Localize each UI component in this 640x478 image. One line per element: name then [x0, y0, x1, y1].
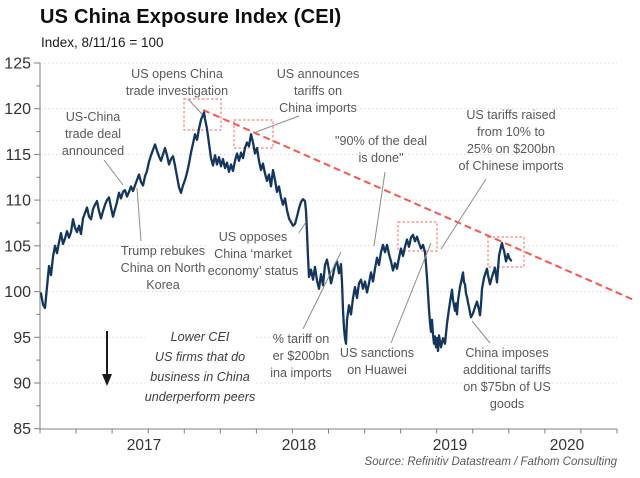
down-arrow-head — [102, 374, 112, 386]
annotation-market-economy-line: US opposes — [218, 230, 288, 244]
annotation-tariff-200bn: % tariff on er $200bn ina imports — [270, 331, 332, 382]
annotation-tariffs-raised-line: US tariffs raised — [466, 108, 556, 122]
annotation-tariffs-raised-line: of Chinese imports — [458, 159, 564, 173]
annotation-lower-cei-note-line: underperform peers — [144, 390, 256, 404]
annotation-huawei-sanctions-line: on Huawei — [347, 363, 407, 377]
annotation-pointer-line — [187, 98, 203, 115]
annotation-lower-cei-note-line: US firms that do — [154, 350, 246, 364]
annotation-trump-rebukes-line: Korea — [146, 278, 180, 292]
y-tick-label: 120 — [4, 101, 31, 118]
chart-subtitle: Index, 8/11/16 = 100 — [41, 35, 164, 50]
annotation-trade-deal-announced-line: trade deal — [64, 127, 121, 141]
annotation-tariffs-raised-line: 25% on $200bn — [466, 142, 556, 156]
y-tick-label: 125 — [4, 56, 31, 73]
annotation-pointer-line — [471, 320, 491, 344]
annotation-lower-cei-note-line: Lower CEI — [170, 330, 230, 344]
annotation-tariffs-announced-line: China imports — [279, 101, 357, 115]
annotation-trade-deal-announced-line: announced — [61, 144, 125, 158]
annotation-market-economy-line: economy’ status — [207, 264, 299, 278]
annotation-trump-rebukes-line: Trump rebukes — [120, 244, 206, 258]
annotation-tariffs-announced: US announces tariffs on China imports — [277, 66, 360, 117]
source-credit: Source: Refinitiv Datastream / Fathom Co… — [364, 456, 617, 468]
annotation-china-75bn-line: on $75bn of US — [463, 380, 551, 394]
annotation-trade-deal-announced-line: US-China — [65, 110, 121, 124]
annotation-trade-investigation-line: trade investigation — [125, 84, 229, 98]
x-tick-label-2018: 2018 — [282, 437, 316, 454]
highlight-box — [183, 98, 222, 131]
annotation-trump-rebukes-line: China on North — [120, 261, 206, 275]
annotation-lower-cei-note: Lower CEI US firms that do business in Chi… — [144, 327, 256, 407]
cei-series-line — [39, 111, 513, 353]
annotation-trade-deal-announced: US-China trade deal announced — [62, 109, 124, 160]
annotation-tariff-200bn-line: % tariff on — [272, 332, 330, 346]
annotation-tariff-200bn-line: er $200bn — [272, 349, 330, 363]
annotation-market-economy-line: China ‘market — [214, 247, 292, 261]
annotation-china-75bn-line: goods — [489, 397, 525, 411]
annotation-trade-investigation-line: US opens China — [131, 67, 223, 81]
annotation-tariffs-announced-line: US announces — [276, 67, 360, 81]
y-tick-label: 85 — [13, 421, 31, 438]
annotation-lower-cei-note-line: business in China — [150, 370, 250, 384]
highlight-box — [487, 236, 525, 268]
annotation-market-economy: US opposes China ‘market economy’ status — [207, 229, 299, 280]
annotation-trade-investigation: US opens China trade investigation — [126, 66, 228, 100]
annotation-90-percent-deal-line: "90% of the deal — [335, 134, 427, 148]
annotation-huawei-sanctions-line: US sanctions — [339, 346, 415, 360]
y-tick-label: 105 — [4, 238, 31, 255]
annotation-tariffs-announced-line: tariffs on — [293, 84, 343, 98]
y-tick-label: 90 — [13, 376, 31, 393]
x-tick-label-2017: 2017 — [127, 437, 161, 454]
annotation-tariffs-raised: US tariffs raised from 10% to 25% on $200b… — [459, 107, 564, 175]
annotation-pointer-line — [440, 178, 487, 250]
highlight-box — [397, 221, 438, 252]
y-tick-label: 115 — [5, 147, 31, 164]
chart-title: US China Exposure Index (CEI) — [40, 6, 342, 28]
annotation-pointer-line — [390, 242, 432, 344]
trend-line — [202, 109, 635, 301]
x-tick-label-2019: 2019 — [433, 437, 467, 454]
annotation-china-75bn: China imposes additional tariffs on $75bn … — [463, 345, 551, 413]
y-tick-label: 100 — [4, 284, 31, 301]
y-tick-label: 95 — [13, 330, 31, 347]
x-tick-label-2020: 2020 — [550, 437, 585, 454]
annotation-90-percent-deal-line: is done" — [358, 151, 404, 165]
y-tick-label: 110 — [5, 193, 31, 210]
annotation-pointer-line — [103, 159, 124, 186]
annotation-pointer-line — [373, 171, 386, 247]
annotation-pointer-line — [136, 187, 142, 242]
annotation-china-75bn-line: additional tariffs — [463, 363, 551, 377]
annotation-trump-rebukes: Trump rebukes China on North Korea — [121, 243, 206, 294]
annotation-china-75bn-line: China imposes — [465, 346, 549, 360]
annotation-pointer-line — [255, 115, 300, 133]
annotation-huawei-sanctions: US sanctions on Huawei — [340, 345, 414, 379]
annotation-tariff-200bn-line: ina imports — [270, 366, 332, 380]
annotation-90-percent-deal: "90% of the deal is done" — [335, 133, 427, 167]
annotation-tariffs-raised-line: from 10% to — [477, 125, 545, 139]
annotation-pointer-line — [302, 251, 342, 330]
